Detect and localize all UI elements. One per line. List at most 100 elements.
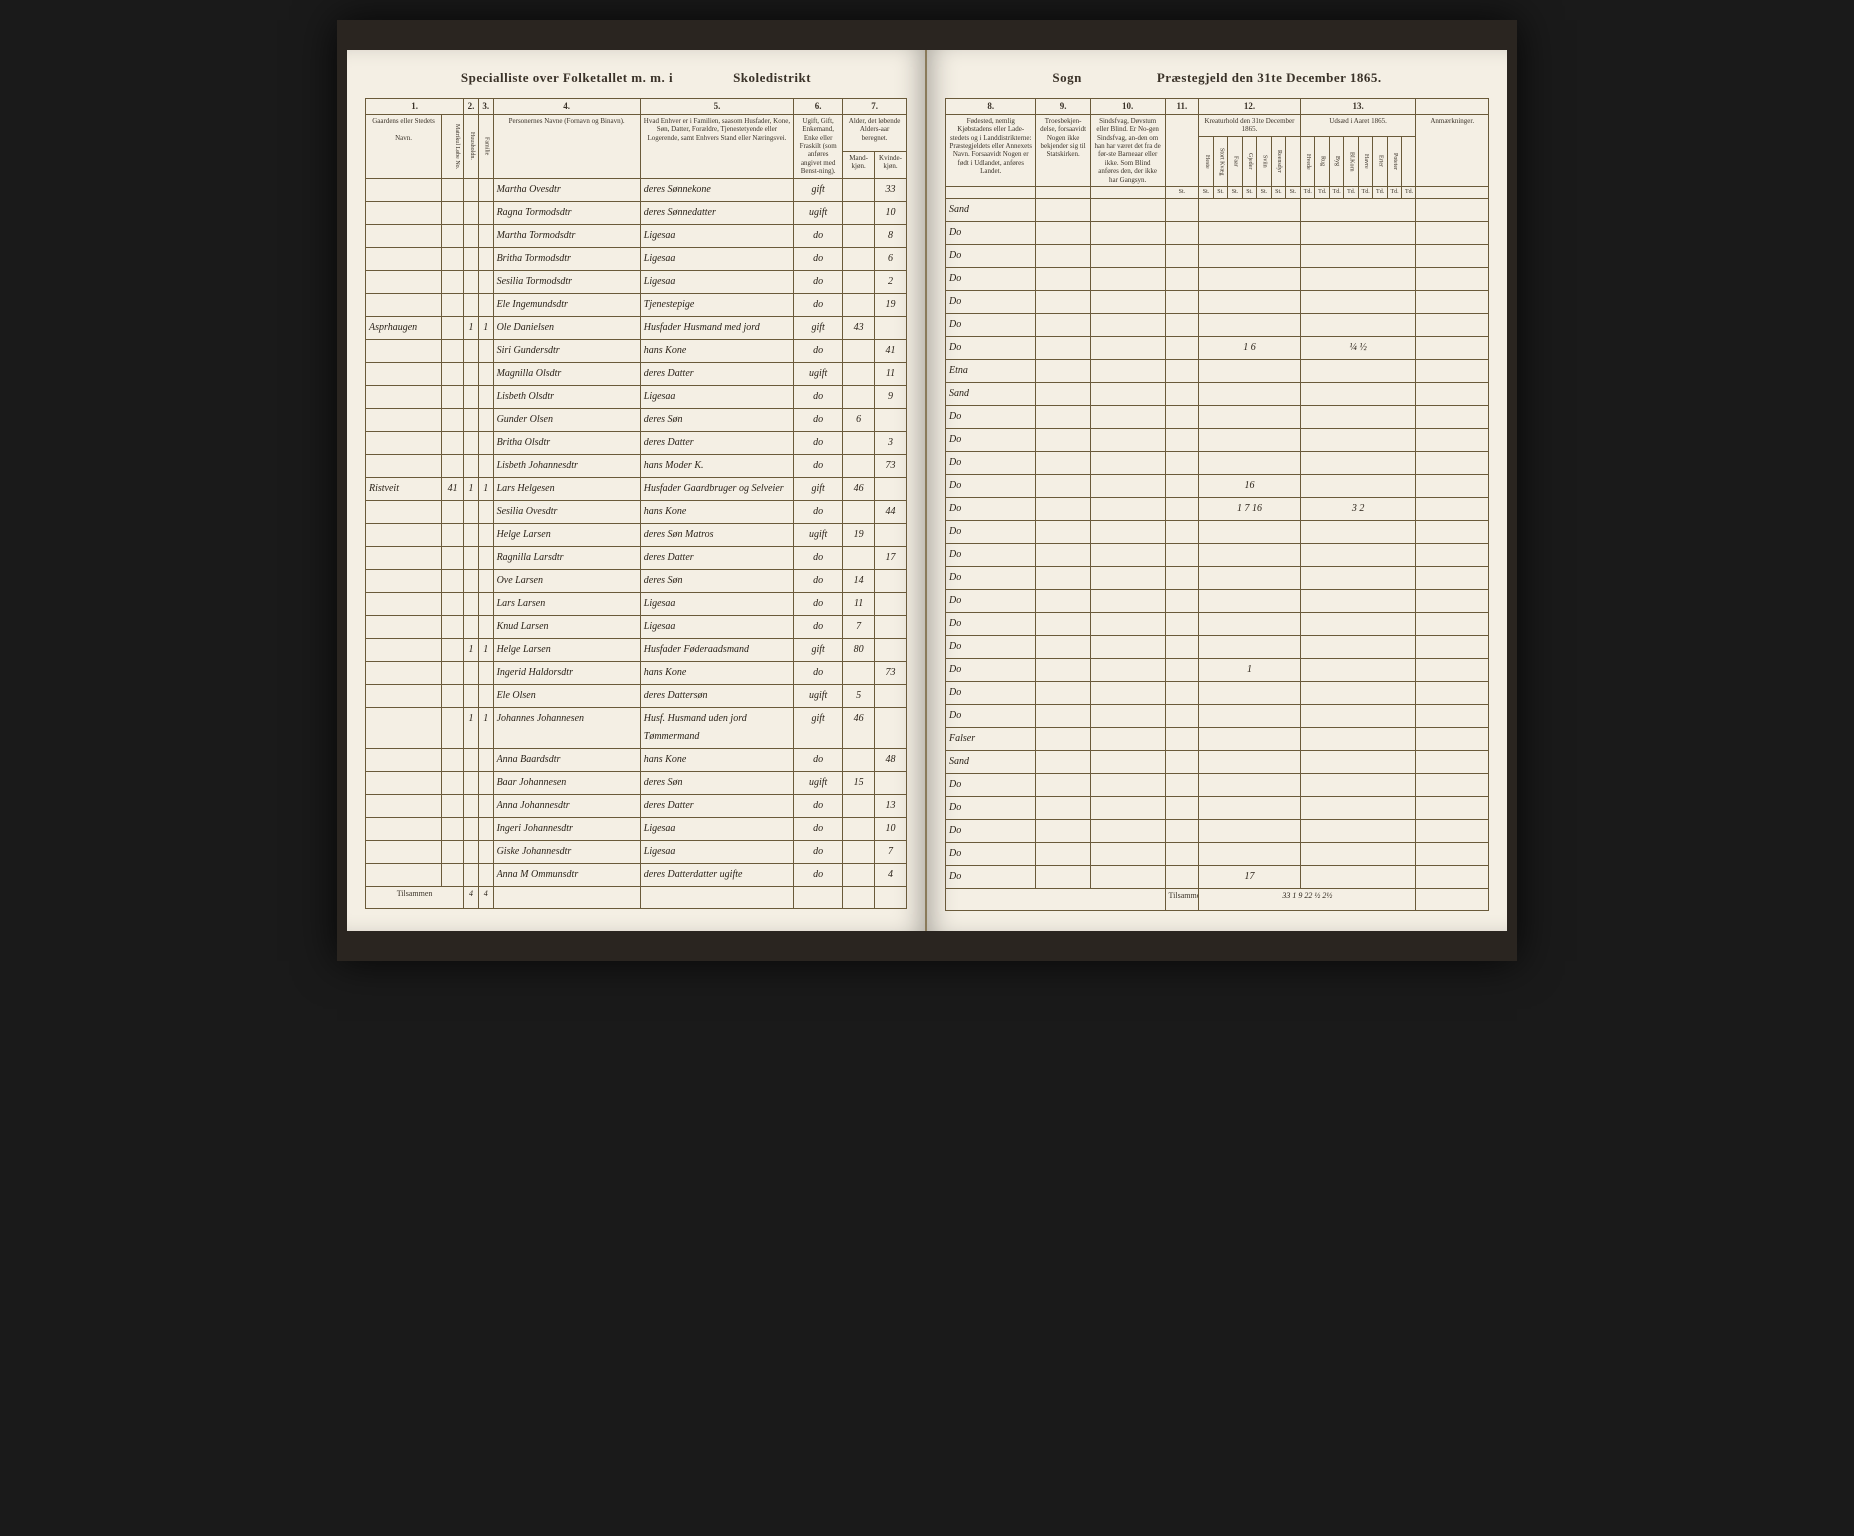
title-right: Skoledistrikt [733,70,811,85]
cell-gift: do [794,592,843,615]
cell-tro [1036,728,1090,751]
cell-kk: 73 [875,454,907,477]
cell-11 [1165,498,1199,521]
table-row: Do16 [946,475,1489,498]
cell-udsaed [1300,774,1416,797]
cell-gaard [366,454,442,477]
cell-kreatur [1199,774,1300,797]
cell-fode: Do [946,682,1036,705]
cell-gift: do [794,546,843,569]
table-row: Do [946,429,1489,452]
cell-kk [875,316,907,339]
cell-11 [1165,245,1199,268]
cell-navn: Ingeri Johannesdtr [493,817,640,840]
cell-tro [1036,751,1090,774]
cell-mk [843,339,875,362]
table-row: Lars LarsenLigesaado11 [366,592,907,615]
cell-hn [464,385,479,408]
cell-kreatur [1199,521,1300,544]
cell-kk [875,707,907,748]
cell-fn [478,362,493,385]
cell-tro [1036,866,1090,889]
cell-tro [1036,475,1090,498]
cell-anm [1416,245,1489,268]
h-stand: Hvad Enhver er i Familien, saasom Husfad… [640,114,793,178]
cell-tro [1036,498,1090,521]
cell-anm [1416,268,1489,291]
cell-mn [442,863,464,886]
col9-num: 9. [1036,99,1090,115]
cell-kk [875,615,907,638]
cell-fn [478,523,493,546]
col2-num: 2. [464,99,479,115]
cell-mn [442,638,464,661]
cell-navn: Anna M Ommunsdtr [493,863,640,886]
cell-fode: Do [946,245,1036,268]
cell-stand: deres Datter [640,794,793,817]
cell-navn: Martha Tormodsdtr [493,224,640,247]
cell-mk [843,863,875,886]
table-row: Lisbeth OlsdtrLigesaado9 [366,385,907,408]
cell-mk [843,270,875,293]
cell-tro [1036,383,1090,406]
sogn-label: Sogn [1052,70,1081,85]
cell-udsaed [1300,866,1416,889]
cell-tro [1036,268,1090,291]
cell-mk [843,201,875,224]
cell-stand: Ligesaa [640,592,793,615]
cell-kk [875,523,907,546]
cell-stand: Husfader Gaardbruger og Selveier [640,477,793,500]
table-row: Do [946,452,1489,475]
cell-sind [1090,337,1165,360]
table-row: Anna Johannesdtrderes Datterdo13 [366,794,907,817]
cell-udsaed [1300,245,1416,268]
table-row: Ingeri JohannesdtrLigesaado10 [366,817,907,840]
cell-tro [1036,659,1090,682]
table-row: Magnilla Olsdtrderes Datterugift11 [366,362,907,385]
cell-kreatur [1199,567,1300,590]
table-row: Do [946,774,1489,797]
cell-fn [478,247,493,270]
cell-sind [1090,636,1165,659]
cell-tro [1036,613,1090,636]
cell-fode: Do [946,797,1036,820]
cell-11 [1165,682,1199,705]
cell-mk [843,500,875,523]
cell-gaard [366,592,442,615]
cell-navn: Helge Larsen [493,638,640,661]
table-row: Do [946,797,1489,820]
cell-gaard: Ristveit [366,477,442,500]
cell-fn [478,615,493,638]
cell-gift: do [794,431,843,454]
cell-udsaed [1300,751,1416,774]
cell-fode: Do [946,636,1036,659]
cell-navn: Martha Ovesdtr [493,178,640,201]
cell-tro [1036,199,1090,222]
cell-kk: 8 [875,224,907,247]
cell-kreatur [1199,705,1300,728]
cell-anm [1416,337,1489,360]
cell-mk [843,840,875,863]
cell-11 [1165,383,1199,406]
cell-fode: Do [946,222,1036,245]
cell-mk [843,817,875,840]
cell-kk: 3 [875,431,907,454]
cell-11 [1165,199,1199,222]
h-navn: Personernes Navne (Fornavn og Binavn). [493,114,640,178]
cell-11 [1165,636,1199,659]
h-mk: Mand-kjøn. [843,151,875,178]
h-11 [1165,114,1199,186]
cell-udsaed [1300,222,1416,245]
cell-gift: do [794,569,843,592]
cell-fn: 1 [478,477,493,500]
cell-gift: ugift [794,771,843,794]
cell-gift: do [794,863,843,886]
cell-fn [478,771,493,794]
cell-gift: do [794,661,843,684]
cell-fode: Sand [946,383,1036,406]
cell-fn [478,408,493,431]
cell-mn [442,771,464,794]
cell-hn [464,408,479,431]
cell-tro [1036,291,1090,314]
cell-fode: Do [946,820,1036,843]
